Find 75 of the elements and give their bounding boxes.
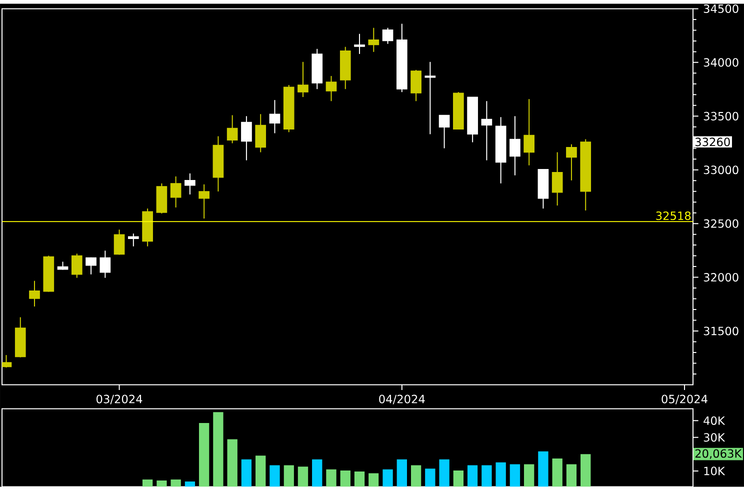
bar xyxy=(524,464,534,487)
candlestick xyxy=(114,228,125,256)
candlestick xyxy=(128,232,139,247)
bar xyxy=(382,469,393,487)
bar xyxy=(566,464,577,487)
candlestick xyxy=(524,98,534,166)
bar xyxy=(552,458,562,487)
bar xyxy=(368,473,379,487)
candlestick xyxy=(424,61,436,135)
candlestick xyxy=(298,61,308,98)
y-tick-label: 32500 xyxy=(704,219,738,228)
bar xyxy=(439,459,450,487)
x-tick-label: 04/2024 xyxy=(379,394,425,404)
y-tick-label: 31500 xyxy=(704,326,738,336)
bar xyxy=(354,471,365,487)
y-tick-label: 10K xyxy=(704,466,726,476)
candlestick xyxy=(29,280,40,307)
bar xyxy=(213,412,224,487)
y-tick-label: 34500 xyxy=(704,4,738,13)
candlestick xyxy=(438,114,450,149)
bar xyxy=(142,479,153,487)
bar xyxy=(298,466,308,487)
bar xyxy=(482,465,492,487)
candlestick xyxy=(368,27,380,52)
bar xyxy=(184,481,196,487)
candlestick xyxy=(241,116,252,161)
ref-line-label: 32518 xyxy=(656,211,691,220)
x-tick-label: 03/2024 xyxy=(96,394,142,404)
candlestick xyxy=(100,250,111,278)
text: 33260 xyxy=(695,138,730,146)
bar xyxy=(284,465,294,487)
bar xyxy=(467,465,478,487)
candlestick xyxy=(354,33,365,54)
bar xyxy=(241,459,252,487)
candlestick xyxy=(170,176,182,208)
y-tick-label: 34000 xyxy=(704,58,738,67)
bar xyxy=(270,465,280,487)
candlestick xyxy=(410,69,422,102)
y-tick-label: 33500 xyxy=(704,112,738,120)
bar xyxy=(396,459,407,487)
candlestick xyxy=(71,253,82,278)
candlestick xyxy=(269,99,280,134)
y-tick-label: 32000 xyxy=(704,272,738,282)
bar xyxy=(312,459,322,487)
candlestick xyxy=(198,184,210,219)
bar xyxy=(538,451,548,487)
bar xyxy=(410,465,422,487)
bar xyxy=(425,468,436,487)
bar xyxy=(340,470,350,487)
candlestick xyxy=(481,100,492,161)
candlestick xyxy=(184,172,196,195)
bar xyxy=(198,422,210,487)
bar xyxy=(256,456,266,487)
x-tick-label: 05/2024 xyxy=(662,394,708,404)
candlestick xyxy=(552,152,563,206)
y-tick-label: 30K xyxy=(704,433,726,442)
candlestick xyxy=(326,75,337,102)
candlestick xyxy=(510,116,520,176)
y-tick-label: 33000 xyxy=(704,165,738,174)
bar xyxy=(170,479,181,487)
candlestick xyxy=(226,114,238,144)
candlestick xyxy=(2,354,12,368)
bar xyxy=(496,462,506,487)
candlestick xyxy=(382,27,394,44)
bar xyxy=(580,454,591,487)
bar xyxy=(510,464,520,487)
candlestick xyxy=(255,114,266,153)
text: 20,063K xyxy=(695,449,742,459)
bar xyxy=(453,470,464,487)
bar xyxy=(227,439,238,487)
candlestick xyxy=(566,144,577,181)
bar xyxy=(156,480,167,487)
candlestick xyxy=(86,256,96,275)
bar xyxy=(326,469,336,487)
y-tick-label: 40K xyxy=(704,416,726,425)
